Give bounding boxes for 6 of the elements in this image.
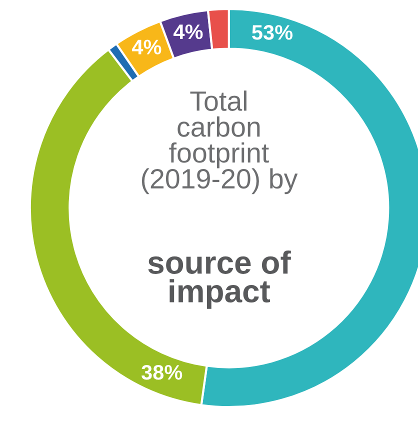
text: Total carbon footprint (2019-20) by [142, 90, 298, 194]
data-label: 4% [132, 40, 162, 54]
text: source of impact [148, 250, 291, 309]
data-label: 53% [252, 25, 293, 40]
data-label: 4% [173, 24, 203, 40]
data-label: 38% [141, 364, 182, 380]
